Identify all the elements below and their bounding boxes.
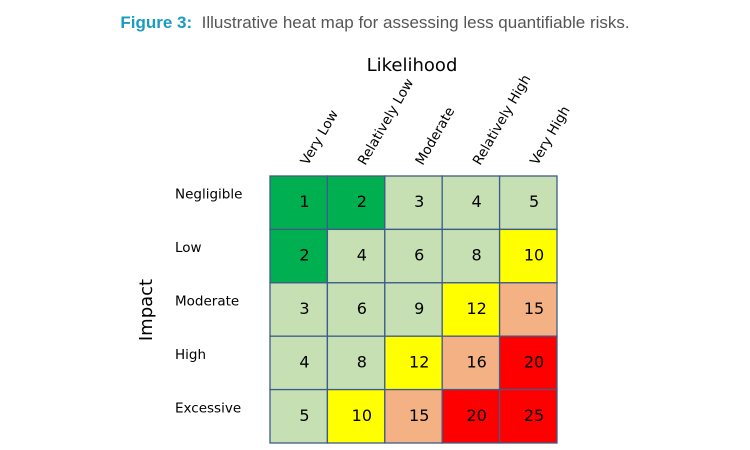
y-category-label: Moderate xyxy=(175,293,239,309)
cell-label: 16 xyxy=(466,352,486,371)
heat-cell xyxy=(269,175,329,231)
heat-cell xyxy=(326,175,386,231)
cell-label: 3 xyxy=(414,192,424,211)
cell-label: 8 xyxy=(472,246,482,265)
heat-cell xyxy=(326,282,386,337)
cell-label: 4 xyxy=(299,352,309,371)
heat-cell xyxy=(441,282,501,337)
cell-label: 20 xyxy=(466,406,486,425)
x-category-label: Moderate xyxy=(412,104,458,168)
cell-label: 12 xyxy=(409,352,429,371)
heat-cell xyxy=(384,228,443,284)
title-text: Illustrative heat map for assessing less… xyxy=(202,13,630,32)
cell-label: 6 xyxy=(357,299,367,318)
y-category-label: High xyxy=(175,347,206,363)
cell-label: 9 xyxy=(414,299,424,318)
cell-label: 5 xyxy=(299,406,309,425)
heat-cell xyxy=(384,388,443,444)
heat-cell xyxy=(498,388,558,444)
heat-cell xyxy=(269,335,329,391)
cell-label: 10 xyxy=(352,406,372,425)
heat-cell xyxy=(498,228,558,284)
cell-label: 8 xyxy=(357,352,367,371)
y-axis-label: Impact xyxy=(136,279,157,341)
heat-cell xyxy=(326,388,386,444)
cell-label: 12 xyxy=(466,299,486,318)
cell-label: 25 xyxy=(524,406,544,425)
chart-title: Figure 3: Illustrative heat map for asse… xyxy=(120,13,629,32)
y-category-label: Low xyxy=(175,240,202,256)
cell-label: 10 xyxy=(524,246,544,265)
figure-label: Figure 3: xyxy=(120,13,192,32)
cell-label: 20 xyxy=(524,352,544,371)
heat-cell xyxy=(326,335,386,391)
heat-cell xyxy=(269,388,329,444)
cell-label: 4 xyxy=(472,192,482,211)
x-axis-label: Likelihood xyxy=(367,55,458,76)
x-category-label: Very High xyxy=(527,103,574,168)
x-category-label: Relatively High xyxy=(470,72,535,168)
cell-label: 15 xyxy=(524,299,544,318)
cell-label: 2 xyxy=(299,246,309,265)
heat-cell xyxy=(384,335,443,391)
heat-cell xyxy=(441,335,501,391)
y-category-label: Excessive xyxy=(175,400,241,416)
y-category-label: Negligible xyxy=(175,187,242,203)
cell-label: 5 xyxy=(529,192,539,211)
cell-label: 1 xyxy=(299,192,309,211)
x-category-label: Very Low xyxy=(298,107,342,168)
cell-label: 2 xyxy=(357,192,367,211)
cell-label: 6 xyxy=(414,246,424,265)
heat-cell xyxy=(269,228,329,284)
cell-label: 15 xyxy=(409,406,429,425)
heat-cell xyxy=(498,335,558,391)
cell-label: 4 xyxy=(357,246,367,265)
cell-label: 3 xyxy=(299,299,309,318)
x-category-label: Relatively Low xyxy=(355,76,417,168)
